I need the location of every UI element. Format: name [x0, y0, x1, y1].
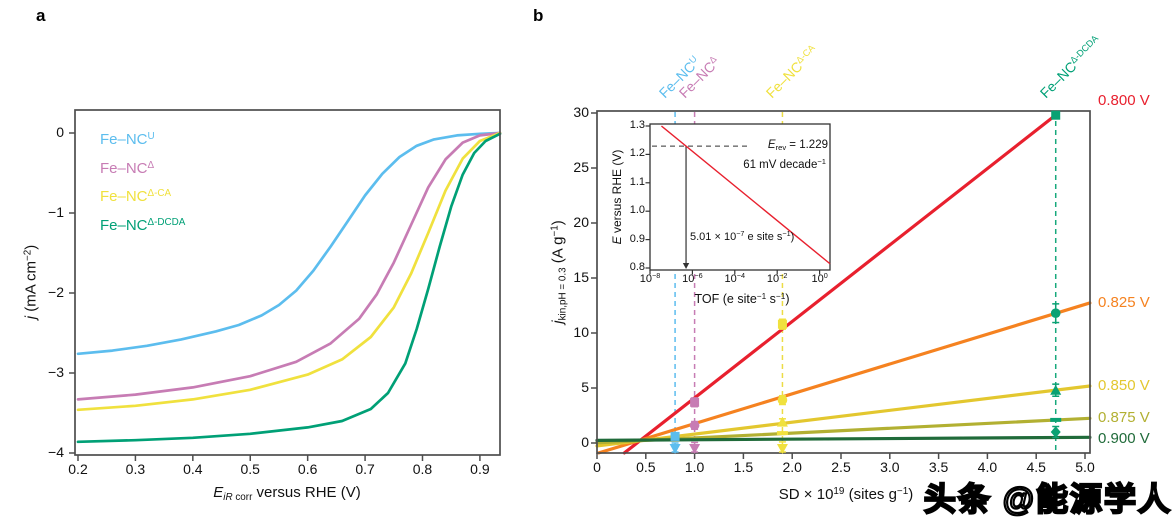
marker-diamond: [1050, 426, 1061, 438]
panel-b-x-tick-label: 1.5: [733, 459, 754, 475]
inset-y-tick-label: 0.8: [629, 261, 645, 273]
panel-b-y-tick-label: 20: [573, 214, 589, 230]
panel-b-plot-border: [596, 110, 1091, 454]
panel-b-x-tick-label: 2.5: [831, 459, 851, 475]
inset-x-tick-label: 10−4: [724, 271, 746, 285]
inset-y-tick-label: 1.3: [629, 119, 645, 131]
panel-b-x-tick-label: 3.0: [880, 459, 900, 475]
marker-triangle-up: [1050, 384, 1062, 395]
panel-a-y-tick-label: −1: [48, 204, 64, 220]
panel-b-y-tick-label: 10: [573, 324, 589, 340]
panel-b-x-tick-label: 1.0: [684, 459, 705, 475]
panel-a-legend-item: Fe–NCΔ: [100, 159, 155, 177]
watermark: 头条 @能源学人: [923, 480, 1172, 518]
inset-y-axis-label: E versus RHE (V): [610, 149, 624, 245]
panel-b-x-tick-label: 0.5: [636, 459, 656, 475]
panel-a-y-axis-label: j (mA cm−2): [22, 244, 40, 320]
potential-label-0875V: 0.875 V: [1098, 409, 1150, 426]
marker-triangle-down: [776, 444, 788, 454]
panel-b-y-tick-label: 30: [573, 104, 589, 120]
inset-x-axis-label: TOF (e site−1 s−1): [694, 291, 790, 306]
panel-a-x-tick-label: 0.3: [125, 461, 146, 477]
panel-b-x-tick-label: 3.5: [928, 459, 949, 475]
panel-a-letter: a: [36, 6, 46, 25]
marker-bar: [776, 431, 788, 436]
panel-a-x-axis-label: EiR corr versus RHE (V): [213, 484, 361, 504]
panel-a-y-tick-label: −2: [48, 284, 64, 300]
inset-tafel-line: [661, 125, 831, 265]
panel-b-x-tick-label: 4.5: [1026, 459, 1046, 475]
panel-b-letter: b: [533, 6, 544, 25]
panel-b-x-tick-label: 4.0: [977, 459, 998, 475]
panel-a-y-tick-label: 0: [56, 124, 64, 140]
panel-a-x-tick-label: 0.8: [412, 461, 433, 477]
panel-a-x-tick-label: 0.9: [470, 461, 490, 477]
fit-line-0825V: [597, 301, 1092, 455]
inset-tafel-slope-annotation: 61 mV decade−1: [743, 157, 826, 171]
marker-bar: [1050, 417, 1062, 422]
inset-arrow-down-icon: [682, 263, 690, 269]
marker-circle: [689, 420, 700, 431]
panel-b-x-tick-label: 0: [593, 459, 601, 475]
marker-circle: [1050, 308, 1061, 319]
panel-b-y-tick-label: 15: [573, 269, 589, 285]
potential-label-0825V: 0.825 V: [1098, 294, 1150, 311]
curve-fe-nc-dcda: [76, 132, 502, 444]
inset-x-tick-label: 100: [811, 271, 828, 285]
inset-tof-annotation: 5.01 × 10−7 e site s−1): [690, 229, 795, 243]
marker-square: [690, 397, 700, 407]
marker-triangle-down: [669, 444, 681, 454]
potential-label-0800V: 0.800 V: [1098, 92, 1150, 109]
panel-a-plot-border: [74, 109, 501, 456]
curve-fe-nc-ca: [76, 131, 502, 412]
potential-label-0900V: 0.900 V: [1098, 430, 1150, 447]
inset-x-tick-label: 10−6: [682, 271, 703, 285]
panel-b-y-tick-label: 25: [573, 159, 589, 175]
panel-a-legend-item: Fe–NCΔ-DCDA: [100, 216, 186, 234]
inset-x-tick-label: 10−8: [639, 271, 661, 285]
panel-b-x-tick-label: 2.0: [782, 459, 802, 475]
panel-a-legend-item: Fe–NCU: [100, 131, 155, 148]
marker-circle: [777, 395, 788, 405]
inset-erev-annotation: Erev = 1.229: [767, 139, 828, 153]
panel-a-legend-item: Fe–NCΔ-CA: [100, 188, 172, 205]
panel-a-y-tick-label: −4: [48, 444, 64, 460]
panel-a-x-tick-label: 0.5: [240, 461, 260, 477]
panel-a-y-tick-label: −3: [48, 364, 64, 380]
panel-a-x-tick-label: 0.2: [68, 461, 88, 477]
marker-triangle-up: [776, 416, 788, 427]
inset-y-tick-label: 1.0: [629, 204, 645, 217]
panel-b-y-tick-label: 5: [581, 379, 589, 395]
panel-b-y-tick-label: 0: [581, 434, 589, 450]
panel-b-x-axis-label: SD × 1019 (sites g−1): [778, 486, 914, 503]
marker-square: [1051, 110, 1061, 120]
fit-line-0800V: [622, 113, 1058, 455]
panel-a-x-tick-label: 0.7: [355, 461, 375, 477]
inset-plot-border: [649, 123, 831, 271]
curve-fe-nc-u: [76, 131, 502, 356]
panel-a-x-tick-label: 0.6: [297, 461, 318, 477]
inset-x-tick-label: 10−2: [766, 271, 788, 285]
marker-square: [670, 431, 680, 441]
marker-square: [777, 319, 787, 329]
marker-triangle-down: [689, 444, 701, 454]
inset-y-tick-label: 1.2: [629, 147, 645, 160]
inset-y-tick-label: 1.1: [629, 175, 645, 188]
curve-fe-nc-: [76, 131, 502, 401]
panel-b-x-tick-label: 5.0: [1075, 459, 1095, 475]
panel-a-x-tick-label: 0.4: [183, 461, 203, 477]
inset-y-tick-label: 0.9: [629, 232, 645, 245]
potential-label-0850V: 0.850 V: [1098, 377, 1150, 394]
